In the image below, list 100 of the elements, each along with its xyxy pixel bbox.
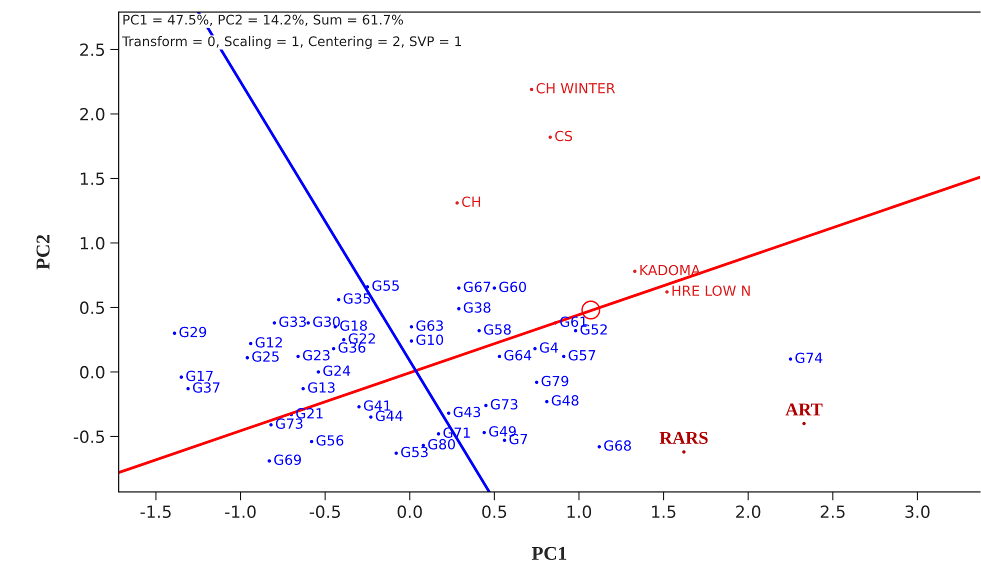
y-tick-label: -0.5	[74, 430, 104, 444]
x-tick-label: -0.5	[310, 505, 340, 518]
annotation: PC1 = 47.5%, PC2 = 14.2%, Sum = 61.7%	[123, 14, 403, 26]
data-label: G43	[454, 406, 480, 418]
point	[186, 387, 190, 390]
data-label: G48	[552, 395, 578, 406]
data-label: G25	[252, 351, 279, 362]
data-label: G57	[568, 350, 596, 360]
data-label: G13	[308, 382, 335, 393]
data-label: G74	[795, 352, 822, 364]
point	[306, 321, 310, 325]
point	[410, 325, 414, 329]
x-tick-label: 0.5	[482, 505, 506, 518]
point	[682, 450, 686, 454]
data-label: G69	[274, 454, 301, 465]
point	[502, 438, 506, 442]
point	[301, 387, 305, 390]
point	[269, 423, 273, 427]
data-label: G21	[296, 408, 323, 419]
data-label: G79	[542, 376, 568, 386]
data-label: G38	[464, 302, 490, 313]
point	[446, 412, 450, 415]
x-tick-label: 2.0	[736, 505, 760, 518]
y-tick-label: 0.0	[80, 366, 104, 379]
point	[180, 375, 184, 379]
data-label: G33	[279, 316, 306, 327]
point	[533, 347, 537, 350]
point	[296, 354, 300, 358]
data-label: G64	[504, 350, 532, 360]
point	[436, 432, 440, 436]
y-tick-label: 0.5	[80, 301, 104, 314]
x-axis-title: PC1	[532, 546, 566, 560]
point	[455, 201, 459, 205]
point	[545, 400, 549, 404]
data-label: RARS	[660, 432, 708, 444]
point	[548, 135, 552, 139]
data-label: CS	[555, 130, 572, 142]
point	[457, 307, 461, 310]
y-tick-label: 2.0	[80, 108, 104, 121]
annotation: Transform = 0, Scaling = 1, Centering = 2, SVP = 1	[122, 36, 462, 49]
data-label: G73	[490, 399, 518, 410]
point	[369, 415, 373, 419]
data-label: G18	[340, 320, 367, 331]
data-label: G23	[303, 350, 330, 360]
point	[248, 342, 252, 346]
y-tick-label: 2.5	[80, 43, 104, 56]
x-tick-label: 1.0	[568, 505, 592, 518]
point	[477, 328, 481, 332]
point	[272, 321, 276, 325]
point	[598, 445, 601, 448]
point	[562, 354, 566, 358]
data-label: G63	[416, 320, 443, 331]
point	[482, 430, 486, 434]
data-label: G55	[372, 280, 399, 291]
x-tick-label: -1.0	[225, 505, 256, 518]
data-label: KADOMA	[640, 264, 700, 276]
data-label: G4	[540, 342, 558, 353]
y-tick-label: 1.0	[80, 236, 104, 250]
y-axis-title: PC2	[36, 235, 50, 270]
data-label: HRE LOW N	[672, 286, 750, 296]
point	[316, 370, 320, 374]
data-label: CH	[462, 196, 480, 207]
data-label: ART	[785, 403, 823, 416]
data-label: G41	[364, 400, 390, 411]
data-label: G80	[428, 439, 455, 450]
data-label: G37	[193, 382, 220, 393]
point	[530, 88, 534, 92]
point	[534, 380, 538, 384]
point	[336, 298, 340, 302]
data-label: G29	[179, 326, 206, 338]
data-label: G67	[464, 282, 490, 292]
point	[332, 347, 336, 350]
data-label: CH WINTER	[536, 82, 616, 94]
point	[574, 328, 578, 332]
data-label: G10	[416, 334, 444, 346]
x-tick-label: 1.5	[652, 506, 676, 518]
data-label: G58	[484, 324, 511, 335]
point	[310, 440, 314, 444]
point	[484, 404, 488, 408]
point	[172, 332, 176, 335]
point	[357, 405, 361, 408]
data-label: G30	[313, 316, 340, 327]
data-label: G73	[276, 418, 302, 429]
point	[633, 270, 637, 274]
data-label: G68	[604, 440, 631, 451]
point	[342, 338, 346, 342]
data-label: G12	[256, 337, 282, 348]
y-tick-label: 1.5	[80, 172, 104, 186]
x-tick-label: -1.5	[140, 506, 171, 518]
x-tick-label: 0.0	[398, 505, 422, 518]
data-label: G35	[344, 293, 370, 304]
data-label: G24	[323, 365, 350, 376]
point	[492, 286, 496, 290]
x-tick-label: 2.5	[820, 505, 845, 518]
data-label: G56	[316, 435, 344, 446]
data-label: G44	[376, 410, 403, 422]
point	[457, 286, 461, 290]
point	[394, 452, 398, 455]
data-label: G53	[401, 446, 428, 458]
x-tick-label: 3.0	[905, 505, 930, 518]
